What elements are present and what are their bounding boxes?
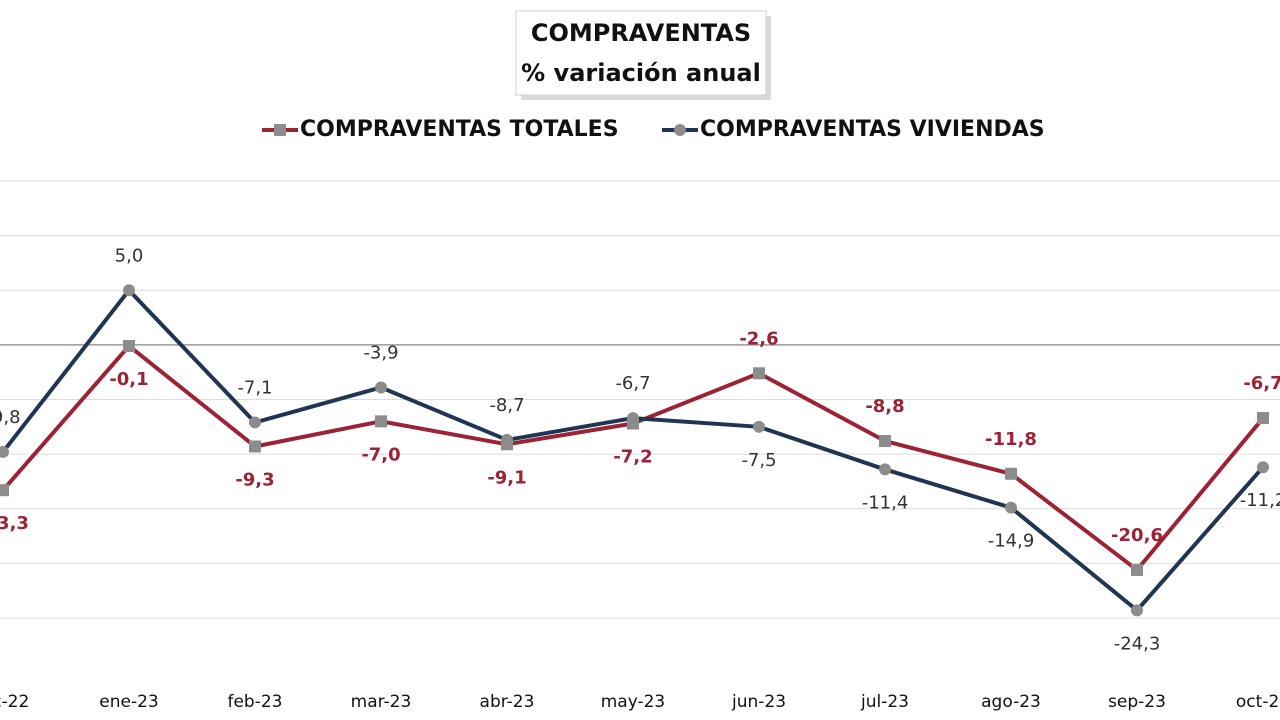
data-point xyxy=(1005,501,1017,514)
data-point xyxy=(375,381,387,394)
data-label: -20,6 xyxy=(1111,525,1163,546)
data-point xyxy=(249,416,261,429)
x-tick-label: sep-23 xyxy=(1108,692,1166,712)
data-label: -7,1 xyxy=(237,377,272,398)
data-label: -9,8 xyxy=(0,407,21,428)
data-point xyxy=(375,415,387,428)
data-label: -14,9 xyxy=(988,531,1035,552)
chart-subtitle: % variación anual xyxy=(521,59,761,87)
legend-marker xyxy=(674,124,686,136)
x-tick-label: dic-22 xyxy=(0,692,29,712)
x-tick-label: ene-23 xyxy=(99,692,158,712)
data-point xyxy=(123,284,135,297)
data-point xyxy=(879,463,891,476)
data-point xyxy=(1005,467,1017,480)
data-point xyxy=(1131,604,1143,617)
x-tick-label: jun-23 xyxy=(731,692,786,712)
x-tick-label: mar-23 xyxy=(351,692,412,712)
x-tick-label: feb-23 xyxy=(227,692,282,712)
data-point xyxy=(753,420,765,433)
data-label: -0,1 xyxy=(109,369,148,390)
data-point xyxy=(0,484,9,497)
data-point xyxy=(1257,461,1269,474)
x-tick-label: oct-23 xyxy=(1236,692,1280,712)
data-label: -13,3 xyxy=(0,513,29,534)
data-label: -7,0 xyxy=(361,444,400,465)
data-label: -9,1 xyxy=(487,467,526,488)
data-label: -8,7 xyxy=(489,395,524,416)
x-tick-label: abr-23 xyxy=(480,692,535,712)
data-label: -6,7 xyxy=(615,373,650,394)
x-tick-label: may-23 xyxy=(601,692,666,712)
data-point xyxy=(0,445,9,458)
data-point xyxy=(1257,412,1269,425)
title-box xyxy=(515,10,767,96)
data-label: -11,4 xyxy=(862,492,909,513)
x-tick-label: jul-23 xyxy=(860,692,909,712)
data-label: -6,7 xyxy=(1243,373,1280,394)
data-label: -3,9 xyxy=(363,342,398,363)
data-point xyxy=(1131,563,1143,576)
data-label: -24,3 xyxy=(1114,633,1161,654)
data-label: -7,2 xyxy=(613,447,652,468)
legend-label: COMPRAVENTAS TOTALES xyxy=(300,117,619,142)
legend-marker xyxy=(274,124,286,136)
legend-label: COMPRAVENTAS VIVIENDAS xyxy=(700,117,1045,142)
data-point xyxy=(501,433,513,446)
data-point xyxy=(249,440,261,453)
x-tick-label: ago-23 xyxy=(981,692,1041,712)
data-label: 5,0 xyxy=(115,245,144,266)
data-label: -2,6 xyxy=(739,328,778,349)
data-point xyxy=(627,412,639,425)
chart-title: COMPRAVENTAS xyxy=(531,19,751,47)
data-label: -11,8 xyxy=(985,429,1037,450)
data-label: -7,5 xyxy=(741,450,776,471)
data-point xyxy=(879,435,891,448)
data-label: -11,2 xyxy=(1240,490,1280,511)
data-label: -8,8 xyxy=(865,396,904,417)
data-point xyxy=(753,367,765,380)
data-point xyxy=(123,339,135,352)
data-label: -9,3 xyxy=(235,469,274,490)
